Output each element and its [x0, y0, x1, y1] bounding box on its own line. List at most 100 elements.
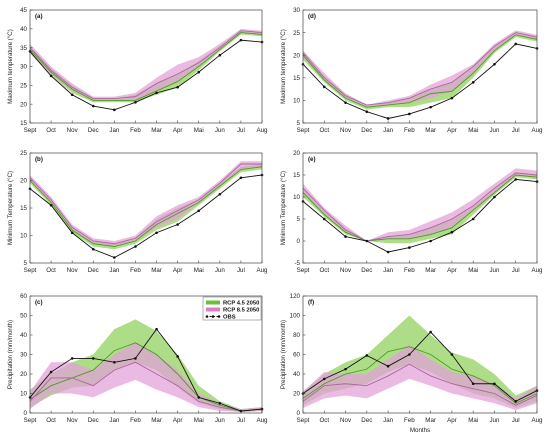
legend-swatch-rcp85 — [206, 307, 220, 312]
y-tick-label: 20 — [293, 391, 300, 398]
y-tick-label: 35 — [20, 45, 27, 52]
y-tick-label: 25 — [293, 30, 300, 37]
obs-point — [134, 100, 137, 104]
obs-point — [218, 401, 222, 405]
x-tick-label: Jul — [237, 127, 245, 134]
obs-point — [176, 223, 179, 226]
y-tick-label: 50 — [20, 313, 27, 320]
legend-item-obs: OBS — [223, 315, 236, 321]
y-tick-label: 40 — [20, 26, 27, 33]
x-tick-label: Oct — [319, 417, 329, 424]
obs-point — [408, 112, 411, 116]
obs-point — [176, 85, 179, 89]
x-tick-label: Oct — [46, 127, 56, 134]
rcp45-mean-line — [302, 346, 538, 404]
rcp85-range-band — [30, 161, 262, 247]
obs-line — [302, 178, 538, 253]
y-tick-label: 15 — [20, 120, 27, 127]
y-tick-label: 15 — [20, 205, 27, 212]
x-tick-label: Mar — [425, 267, 436, 274]
x-tick-label: Apr — [447, 267, 457, 274]
panel-d: 5 10 15 20 25 30 Sept Oct Nov Dec Jan Feb Mar Apr Mai J… — [280, 7, 543, 134]
rcp85-range-band — [30, 342, 262, 413]
x-tick-label: Dec — [361, 267, 372, 274]
y-tick-label: 30 — [20, 352, 27, 359]
obs-point — [218, 192, 222, 196]
y-tick-label: -5 — [294, 260, 300, 267]
x-tick-label: Dec — [88, 127, 99, 134]
obs-point — [493, 62, 496, 66]
x-tick-label: Feb — [130, 417, 141, 424]
x-tick-label: Aug — [256, 127, 268, 134]
x-tick-label: Dec — [361, 127, 372, 134]
x-tick-label: Jan — [109, 127, 120, 134]
x-tick-label: Feb — [130, 127, 141, 134]
obs-point — [70, 357, 74, 360]
rcp85-range-band — [30, 28, 262, 101]
obs-point — [429, 239, 432, 243]
obs-point — [197, 396, 201, 399]
rcp45-mean-line — [29, 32, 263, 101]
obs-point — [197, 209, 201, 213]
rcp85-mean-line — [302, 172, 538, 242]
y-tick-label: 15 — [293, 75, 300, 82]
obs-line — [29, 39, 263, 111]
rcp45-mean-line — [302, 174, 538, 242]
obs-point — [239, 176, 243, 180]
obs-point — [49, 74, 53, 78]
x-tick-label: Jun — [489, 127, 500, 134]
x-tick-label: Nov — [340, 267, 352, 274]
panel-label: (a) — [35, 13, 43, 20]
y-tick-label: 10 — [293, 194, 300, 201]
rcp85-range-band — [303, 344, 537, 411]
panel-label: (b) — [35, 156, 43, 163]
x-tick-label: Mai — [468, 127, 478, 134]
obs-point — [450, 230, 454, 234]
x-tick-label: Nov — [67, 267, 79, 274]
obs-point — [471, 382, 475, 386]
obs-point — [450, 96, 454, 100]
y-tick-label: 25 — [20, 83, 27, 90]
y-tick-label: 60 — [293, 352, 300, 359]
x-tick-label: Nov — [340, 127, 352, 134]
obs-point — [471, 81, 475, 84]
obs-point — [134, 357, 137, 360]
x-tick-label: Oct — [319, 267, 329, 274]
obs-point — [322, 377, 326, 381]
y-tick-label: 10 — [20, 233, 27, 240]
x-tick-label: Aug — [256, 417, 268, 424]
x-tick-label: Jan — [109, 417, 120, 424]
y-tick-label: 10 — [293, 98, 300, 105]
obs-point — [176, 355, 179, 358]
rcp85-range-band — [303, 168, 537, 241]
obs-line — [302, 331, 538, 402]
rcp85-mean-line — [29, 30, 263, 99]
x-tick-label: Sept — [297, 267, 310, 274]
panel-label: (f) — [308, 299, 314, 306]
y-tick-label: 100 — [290, 313, 301, 320]
x-tick-label: Mai — [468, 417, 478, 424]
y-axis-label: Precipitation (mm/month) — [280, 320, 287, 389]
y-tick-label: 10 — [20, 391, 27, 398]
x-tick-label: Jul — [512, 127, 520, 134]
obs-point — [493, 195, 496, 199]
obs-point — [113, 108, 116, 112]
x-tick-label: Aug — [531, 127, 543, 134]
y-tick-label: 0 — [297, 238, 301, 245]
y-axis-label: Minimum Temperature (°C) — [7, 171, 14, 245]
obs-point — [429, 105, 432, 109]
y-tick-label: 5 — [297, 120, 301, 127]
obs-point — [429, 330, 432, 334]
rcp45-mean-line — [302, 34, 538, 108]
x-tick-label: Apr — [447, 417, 457, 424]
x-tick-label: Jan — [109, 267, 120, 274]
x-tick-label: Sept — [297, 127, 310, 134]
legend-swatch-rcp45 — [206, 300, 220, 305]
x-tick-label: Mai — [194, 127, 204, 134]
obs-point — [344, 235, 347, 238]
obs-point — [514, 400, 518, 403]
x-tick-label: Oct — [46, 417, 56, 424]
x-tick-label: Jan — [383, 127, 394, 134]
obs-point — [386, 250, 390, 254]
